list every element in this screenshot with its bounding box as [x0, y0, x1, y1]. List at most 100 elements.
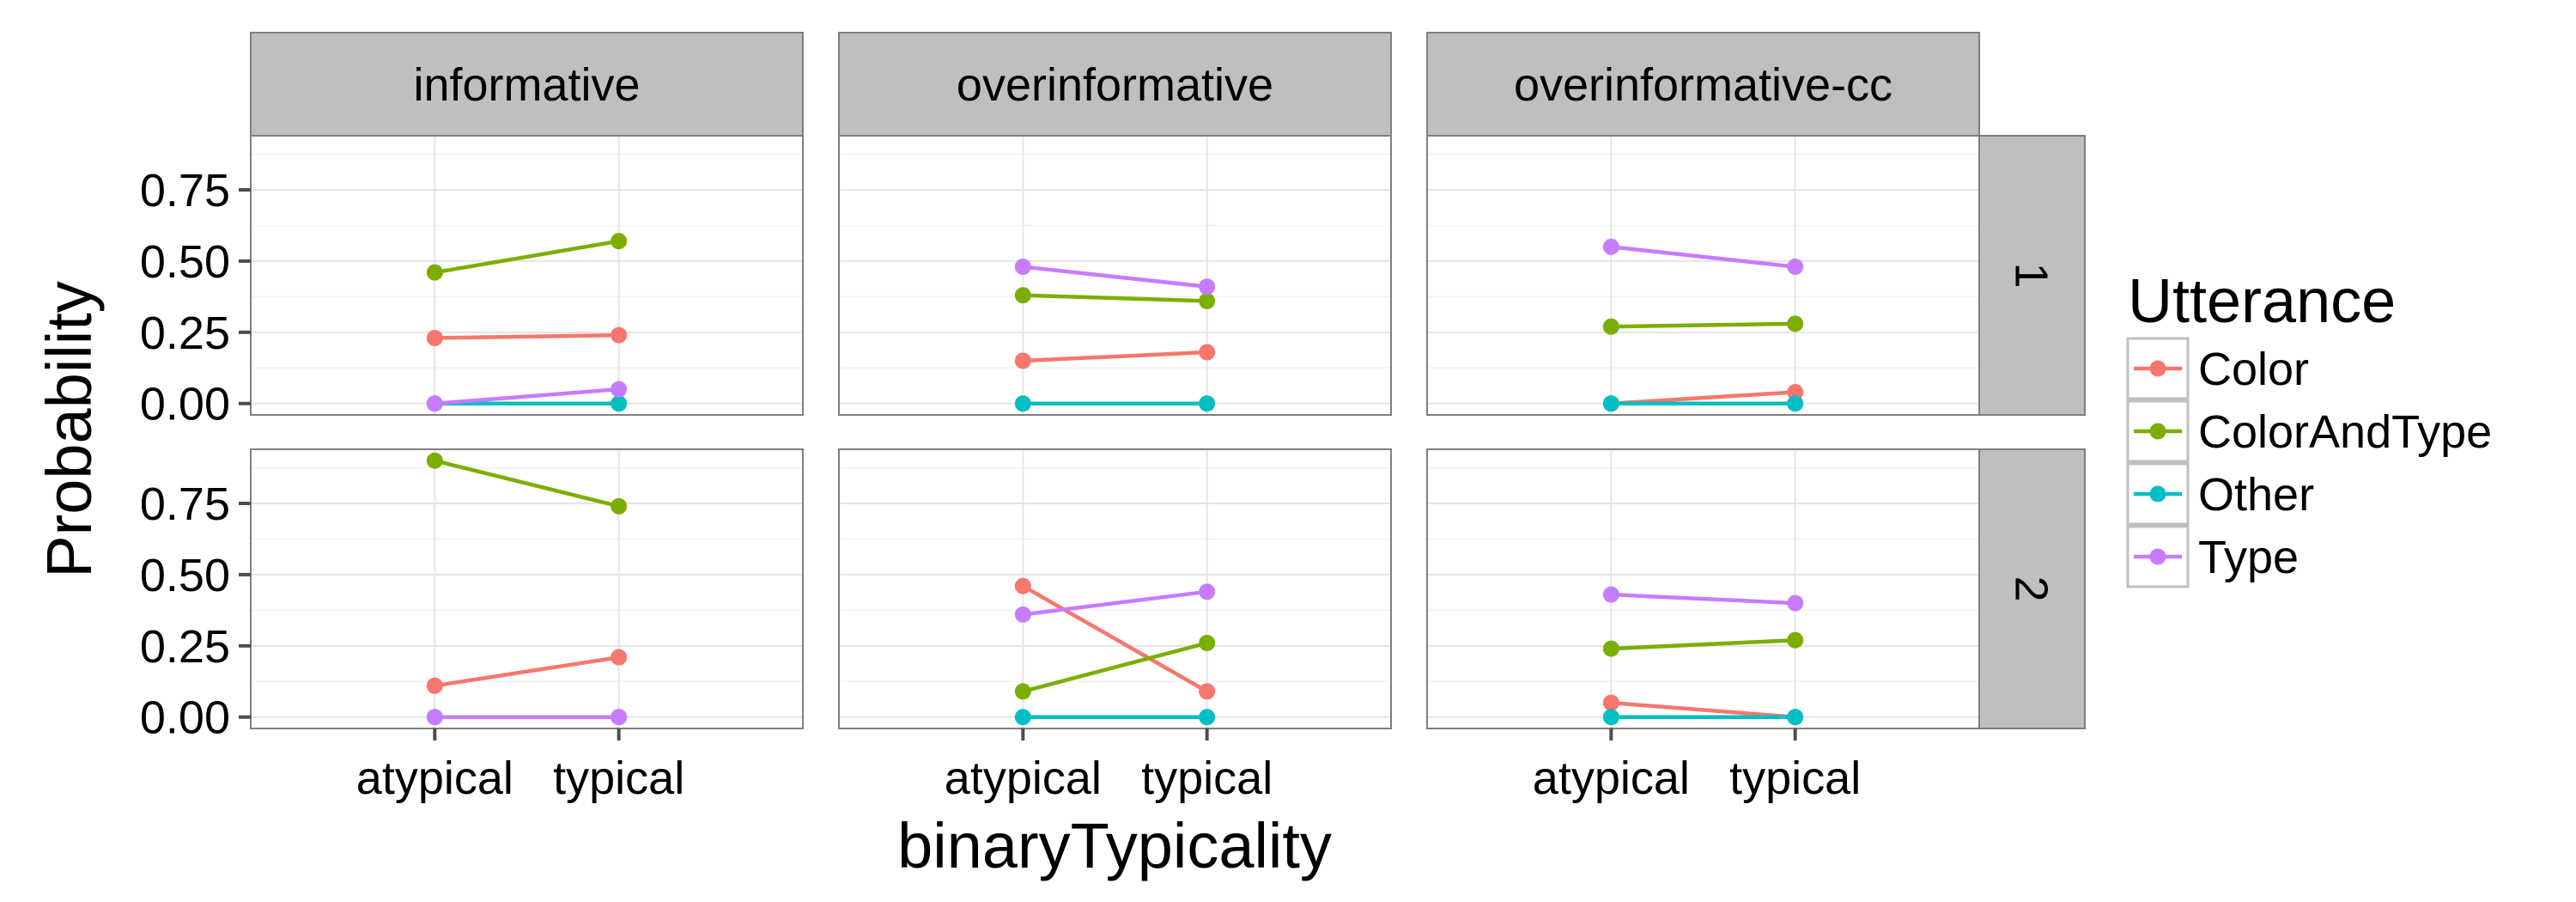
series-line-color — [1023, 350, 1207, 363]
x-tick-label: atypical — [945, 753, 1102, 804]
legend-item-other: Other — [2126, 462, 2314, 526]
panel-background — [1426, 135, 1980, 416]
series-line-color — [1611, 700, 1795, 719]
data-point-type — [1014, 259, 1031, 276]
data-point-colorandtype — [426, 452, 443, 469]
y-tick-label: 0.75 — [140, 478, 230, 530]
series-line-colorandtype — [434, 459, 620, 509]
panel-informative-1 — [250, 135, 804, 416]
x-tick-label: atypical — [356, 753, 513, 804]
y-tick-label: 0.25 — [140, 308, 230, 359]
legend: Utterance Color ColorAndType Other Type — [2126, 267, 2492, 588]
data-point-colorandtype — [1014, 287, 1031, 304]
panel-border — [1426, 135, 1980, 416]
data-point-colorandtype — [1199, 635, 1216, 652]
series-line-colorandtype — [1022, 641, 1208, 694]
x-tick-label: typical — [1729, 753, 1861, 804]
x-axis-title: binaryTypicality — [897, 810, 1332, 881]
x-tick-label: atypical — [1533, 753, 1690, 804]
data-point-color — [1014, 577, 1031, 594]
x-tick-label: typical — [553, 753, 684, 804]
y-tick-label: 0.25 — [140, 621, 230, 673]
series-line-type — [434, 387, 619, 405]
panel-informative-2 — [250, 448, 804, 729]
data-point-type — [1602, 586, 1619, 603]
facet-strip-row-label: 2 — [2006, 576, 2057, 601]
legend-title: Utterance — [2128, 267, 2396, 336]
data-point-other — [1787, 395, 1804, 412]
data-point-other — [1199, 395, 1216, 412]
legend-marker — [2149, 548, 2166, 565]
y-tick-label: 0.50 — [140, 550, 230, 601]
data-point-type — [1602, 238, 1619, 255]
data-point-colorandtype — [1787, 315, 1804, 332]
data-point-color — [611, 326, 628, 344]
series-line-colorandtype — [1611, 321, 1795, 329]
data-point-other — [1602, 395, 1619, 412]
series-line-color — [434, 332, 619, 340]
data-point-colorandtype — [1602, 318, 1619, 335]
panel-overinformative-1 — [838, 135, 1392, 416]
axes: 0.00 0.25 0.50 0.75 0.00 0.25 0.50 0.75 atypical… — [140, 165, 1861, 804]
series-line-color — [1022, 584, 1208, 693]
facet-strip-overinformative — [838, 32, 1392, 137]
legend-item-type: Type — [2126, 525, 2299, 588]
series-line-colorandtype — [1023, 293, 1207, 303]
data-point-other — [611, 395, 628, 412]
data-point-color — [611, 649, 628, 666]
facet-strips: informative overinformative overinformativ… — [250, 32, 2086, 729]
facet-strip-row-2 — [1978, 448, 2086, 729]
data-point-type — [426, 709, 443, 726]
data-point-other — [1602, 709, 1619, 726]
data-point-colorandtype — [611, 497, 628, 515]
y-axis-title: Probability — [33, 281, 105, 578]
panel-border — [838, 135, 1392, 416]
data-point-color — [426, 329, 443, 346]
panel-overinformative-2 — [838, 448, 1392, 729]
y-tick-label: 0.75 — [140, 165, 230, 216]
data-point-type — [1199, 583, 1216, 600]
legend-marker — [2149, 423, 2166, 440]
data-point-type — [1199, 278, 1216, 296]
panel-background — [1426, 448, 1980, 729]
facet-strip-row-label: 1 — [2006, 262, 2057, 288]
legend-label: Color — [2198, 344, 2309, 395]
facet-strip-label: overinformative — [957, 59, 1273, 111]
y-tick-label: 0.50 — [140, 236, 230, 288]
data-point-other — [1014, 709, 1031, 726]
panel-background — [250, 448, 804, 729]
data-point-color — [1787, 383, 1804, 400]
data-point-other — [1787, 709, 1804, 726]
legend-marker — [2149, 360, 2166, 377]
legend-item-colorandtype: ColorAndType — [2126, 399, 2492, 463]
data-point-other — [1199, 709, 1216, 726]
facet-panels — [250, 135, 1980, 729]
data-point-color — [1602, 694, 1619, 711]
series-line-type — [1023, 265, 1207, 289]
data-point-color — [1014, 352, 1031, 369]
data-point-colorandtype — [1014, 683, 1031, 700]
data-point-color — [1199, 683, 1216, 700]
panel-overinformative-cc-1 — [1426, 135, 1980, 416]
panel-overinformative-cc-2 — [1426, 448, 1980, 729]
x-tick-label: typical — [1141, 753, 1273, 804]
panel-border — [250, 448, 804, 729]
panel-border — [250, 135, 804, 416]
data-point-other — [1014, 395, 1031, 412]
data-point-color — [426, 677, 443, 694]
legend-label: ColorAndType — [2198, 406, 2492, 458]
data-point-colorandtype — [1602, 640, 1619, 657]
facet-strip-informative — [250, 32, 804, 137]
data-point-type — [1787, 259, 1804, 276]
panel-background — [250, 135, 804, 416]
data-point-color — [1199, 344, 1216, 361]
series-line-type — [1611, 245, 1795, 269]
panel-border — [1426, 448, 1980, 729]
facet-strip-label: overinformative-cc — [1514, 59, 1893, 111]
y-tick-label: 0.00 — [140, 692, 230, 744]
data-point-type — [1787, 594, 1804, 612]
series-line-colorandtype — [1611, 637, 1795, 651]
series-line-type — [1611, 592, 1795, 606]
y-tick-label: 0.00 — [140, 379, 230, 430]
